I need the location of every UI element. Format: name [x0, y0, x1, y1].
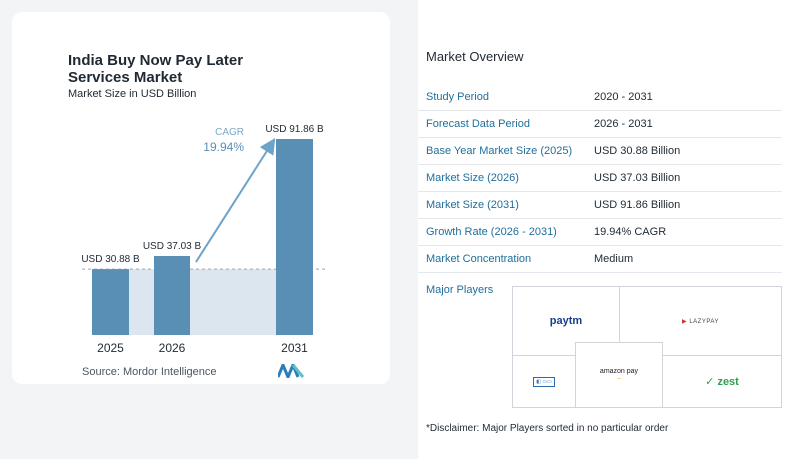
table-row: Study Period 2020 - 2031	[418, 84, 782, 111]
player-logo-small: ◧ ▭▭	[512, 355, 576, 408]
row-label: Market Size (2026)	[426, 172, 519, 184]
bar-2025	[92, 269, 129, 335]
chart-title: India Buy Now Pay Later Services Market	[68, 52, 244, 86]
mordor-logo-icon	[278, 364, 304, 378]
player-logo-amazonpay: amazon pay ⌣	[575, 342, 663, 408]
tick-label-2031: 2031	[281, 341, 308, 355]
row-value: USD 37.03 Billion	[594, 172, 681, 184]
row-label: Market Concentration	[426, 253, 532, 265]
chart-subtitle: Market Size in USD Billion	[68, 88, 197, 100]
source-text: Source: Mordor Intelligence	[82, 366, 217, 378]
row-value: 19.94% CAGR	[594, 226, 667, 238]
table-row: Market Size (2031) USD 91.86 Billion	[418, 192, 782, 219]
row-label: Study Period	[426, 91, 489, 103]
row-label: Base Year Market Size (2025)	[426, 145, 573, 157]
major-players-title: Major Players	[426, 284, 494, 296]
bar-2026	[154, 255, 190, 335]
table-row: Growth Rate (2026 - 2031) 19.94% CAGR	[418, 219, 782, 246]
lazypay-logo: ▶ LAZYPAY	[682, 318, 719, 325]
tick-label-2026: 2026	[159, 341, 186, 355]
row-value: USD 91.86 Billion	[594, 199, 681, 211]
row-value: USD 30.88 Billion	[594, 145, 681, 157]
amazonpay-logo: amazon pay ⌣	[599, 367, 639, 382]
disclaimer-text: *Disclaimer: Major Players sorted in no …	[426, 423, 669, 434]
overview-table: Study Period 2020 - 2031 Forecast Data P…	[418, 84, 782, 273]
data-label-2026: USD 37.03 B	[143, 241, 202, 252]
row-value: 2026 - 2031	[594, 118, 653, 130]
row-label: Forecast Data Period	[426, 118, 530, 130]
small-logo-icon: ◧ ▭▭	[533, 376, 555, 387]
cagr-label: CAGR	[215, 127, 244, 138]
data-label-2031: USD 91.86 B	[265, 124, 324, 135]
data-label-2025: USD 30.88 B	[81, 254, 140, 265]
player-logo-zest: ✓ zest	[662, 355, 782, 408]
table-row: Market Concentration Medium	[418, 246, 782, 273]
table-row: Market Size (2026) USD 37.03 Billion	[418, 165, 782, 192]
table-row: Forecast Data Period 2026 - 2031	[418, 111, 782, 138]
row-value: 2020 - 2031	[594, 91, 653, 103]
row-value: Medium	[594, 253, 634, 265]
overview-title: Market Overview	[426, 49, 524, 64]
tick-label-2025: 2025	[97, 341, 124, 355]
bar-chart: USD 30.88 B 2025 USD 37.03 B 2026 USD 91.86 …	[81, 124, 326, 355]
players-grid: paytm ▶ LAZYPAY ◧ ▭▭ amazon pay ⌣ ✓ zest	[512, 286, 782, 408]
row-label: Market Size (2031)	[426, 199, 519, 211]
cagr-arrow	[195, 137, 276, 263]
zest-logo: ✓ zest	[705, 376, 739, 388]
paytm-logo: paytm	[549, 315, 583, 327]
cagr-value: 19.94%	[203, 140, 244, 154]
table-row: Base Year Market Size (2025) USD 30.88 B…	[418, 138, 782, 165]
row-label: Growth Rate (2026 - 2031)	[426, 226, 557, 238]
bar-2031	[276, 139, 313, 335]
